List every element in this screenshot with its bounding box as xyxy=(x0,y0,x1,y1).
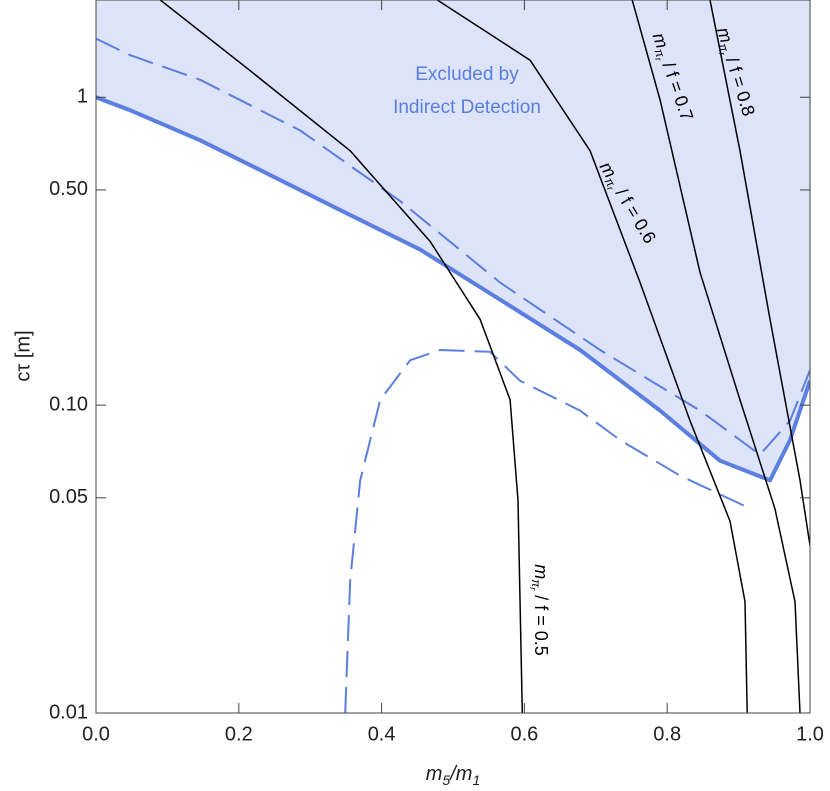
plot-frame xyxy=(95,0,811,714)
contour-label-subsub: r xyxy=(653,56,664,63)
boundary-line xyxy=(344,349,746,713)
contour-label: mπr / f = 0.5 xyxy=(528,564,552,656)
boundary-line xyxy=(96,37,810,456)
y-tick-label: 0.01 xyxy=(49,701,88,723)
contour-label-sub: π xyxy=(529,579,543,588)
y-tick-label: 1 xyxy=(77,86,88,108)
contour-line xyxy=(709,0,810,546)
contour-label-subsub: r xyxy=(528,587,538,591)
x-tick-label: 0.2 xyxy=(225,723,253,745)
contour-label-base: m xyxy=(713,25,737,45)
x-tick-label: 0.4 xyxy=(368,723,396,745)
contour-line xyxy=(159,0,524,713)
plot-area xyxy=(96,0,810,713)
x-axis-label-part: 5 xyxy=(442,772,450,788)
x-tick-label: 0.8 xyxy=(653,723,681,745)
x-axis-label-part: m xyxy=(426,763,443,785)
x-axis-label: m5/m1 xyxy=(426,763,480,787)
contour-label-subsub: r xyxy=(717,51,728,58)
contour-label-base: m xyxy=(649,30,673,51)
contour-label-base: m xyxy=(531,564,551,579)
annotation: Excluded by xyxy=(415,64,519,85)
contour-label-rest: / f = 0.5 xyxy=(531,590,551,656)
y-tick-label: 0.10 xyxy=(49,393,88,415)
y-axis-label: cτ [m] xyxy=(12,330,34,381)
boundary-line xyxy=(96,95,810,483)
y-tick-label: 0.50 xyxy=(49,178,88,200)
x-tick-label: 0.0 xyxy=(82,723,110,745)
x-tick-label: 1.0 xyxy=(796,723,824,745)
x-axis-label-part: /m xyxy=(448,763,472,785)
annotation: Indirect Detection xyxy=(393,97,541,118)
y-tick-label: 0.05 xyxy=(49,486,88,508)
contour-label-subsub: r xyxy=(605,185,616,194)
contour-line xyxy=(631,0,801,713)
excluded-area xyxy=(96,0,810,481)
x-tick-label: 0.6 xyxy=(510,723,538,745)
contour-line xyxy=(436,0,748,713)
x-axis-label-part: 1 xyxy=(472,772,480,788)
